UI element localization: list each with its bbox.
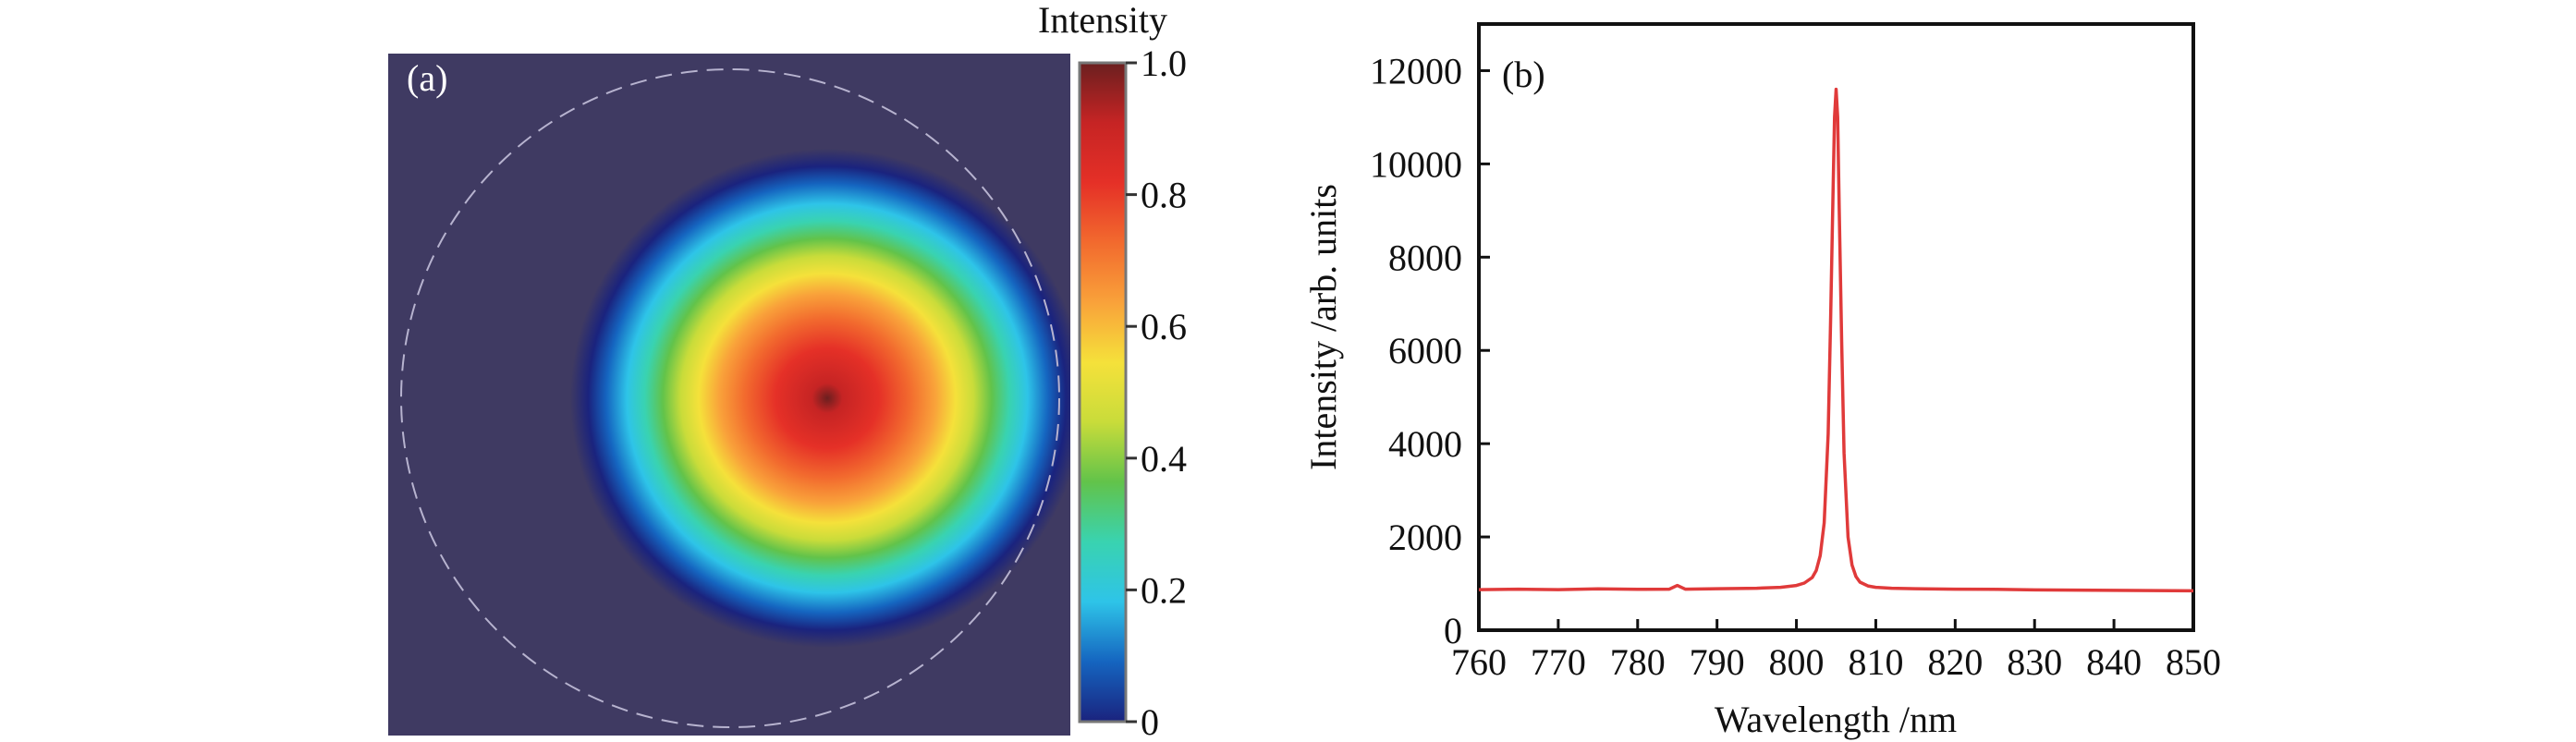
x-tick-label: 780: [1610, 641, 1666, 683]
colorbar-tick-label: 1.0: [1141, 43, 1187, 84]
colorbar-tick-label: 0.6: [1141, 306, 1187, 347]
axis-ticks: 760 770 780 790 800 810 820 830 840 850 0 2000 4000 6…: [1370, 50, 2221, 683]
colorbar: Intensity 1.0 0.8 0.6 0.4 0.2 0: [1038, 0, 1187, 742]
y-tick-label: 0: [1444, 610, 1462, 651]
colorbar-tick-label: 0.8: [1141, 175, 1187, 216]
panel-label-b: (b): [1502, 54, 1545, 95]
x-tick-label: 820: [1927, 641, 1983, 683]
x-tick-label: 850: [2166, 641, 2221, 683]
x-tick-label: 760: [1451, 641, 1507, 683]
x-tick-label: 770: [1531, 641, 1586, 683]
y-axis-label: Intensity /arb. units: [1302, 184, 1344, 470]
colorbar-gradient: [1078, 61, 1128, 724]
aperture-outline: [400, 68, 1060, 728]
x-tick-label: 840: [2086, 641, 2142, 683]
panel-label-a: (a): [407, 57, 447, 99]
colorbar-ticks: 1.0 0.8 0.6 0.4 0.2 0: [1126, 43, 1187, 742]
x-axis-label: Wavelength /nm: [1715, 699, 1957, 740]
series-line-spectrum: [1478, 87, 2194, 593]
x-tick-label: 830: [2007, 641, 2062, 683]
y-tick-label: 10000: [1370, 143, 1462, 185]
panel-a-heatmap: (a): [388, 54, 1070, 736]
y-tick-label: 12000: [1370, 50, 1462, 91]
colorbar-label: Intensity: [1038, 0, 1167, 41]
x-tick-label: 810: [1848, 641, 1903, 683]
x-tick-label: 800: [1769, 641, 1825, 683]
colorbar-tick-label: 0: [1141, 701, 1159, 742]
y-tick-label: 8000: [1388, 237, 1462, 278]
beam-spot: [570, 149, 1070, 648]
colorbar-tick-label: 0.4: [1141, 438, 1187, 480]
plot-area-frame: [1477, 22, 2195, 632]
x-tick-label: 790: [1690, 641, 1745, 683]
panel-b-line-chart: 760 770 780 790 800 810 820 830 840 850 0 2000 4000 6…: [1302, 22, 2221, 740]
y-tick-label: 6000: [1388, 330, 1462, 371]
colorbar-tick-label: 0.2: [1141, 569, 1187, 611]
y-tick-label: 4000: [1388, 423, 1462, 465]
y-tick-label: 2000: [1388, 517, 1462, 558]
